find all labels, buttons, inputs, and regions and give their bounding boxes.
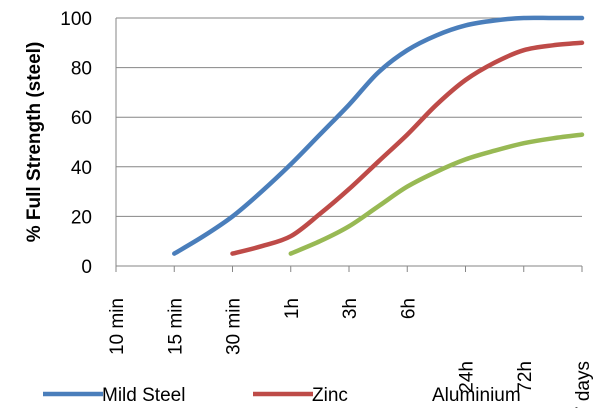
x-tick-label-5: 6h — [398, 298, 419, 319]
x-tick-label-8: 7 days — [573, 361, 594, 408]
x-tick-label-3: 1h — [282, 298, 303, 319]
x-tick-label-0: 10 min — [107, 298, 128, 355]
series-line-0 — [172, 15, 585, 256]
y-tick-label-2: 40 — [71, 158, 92, 179]
series-lines — [172, 15, 585, 256]
legend-label-0: Mild Steel — [102, 385, 185, 406]
x-tick-label-2: 30 min — [224, 298, 245, 355]
axes — [115, 18, 583, 272]
y-tick-label-1: 20 — [71, 207, 92, 228]
y-tick-label-5: 100 — [60, 9, 92, 30]
legend-label-2: Aluminium — [432, 385, 521, 406]
x-tick-label-7: 72h — [515, 361, 536, 393]
legend-label-1: Zinc — [312, 385, 348, 406]
legend: Mild Steel Zinc Aluminium — [43, 385, 521, 406]
series-line-2 — [288, 132, 585, 256]
y-tick-label-0: 0 — [81, 257, 92, 278]
series-line-1 — [230, 40, 585, 256]
y-axis-label: % Full Strength (steel) — [24, 42, 45, 243]
y-tick-labels: 0 20 40 60 80 100 — [60, 9, 92, 278]
x-tick-label-4: 3h — [340, 298, 361, 319]
y-tick-label-4: 80 — [71, 59, 92, 80]
x-tick-label-6: 24h — [457, 361, 478, 393]
x-tick-labels: 10 min 15 min 30 min 1h 3h 6h 24h 72h 7 days — [107, 298, 594, 413]
gridlines — [116, 17, 582, 217]
x-tick-label-1: 15 min — [165, 298, 186, 355]
y-tick-label-3: 60 — [71, 108, 92, 129]
